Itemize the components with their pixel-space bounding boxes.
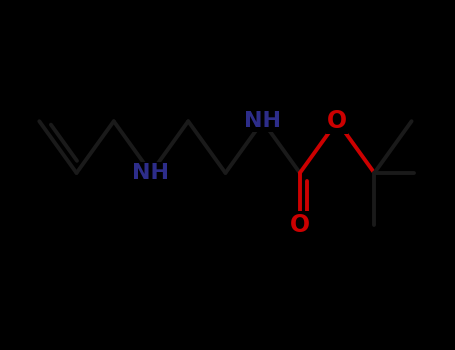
Text: NH: NH [244, 111, 281, 131]
Text: O: O [290, 213, 310, 237]
Text: O: O [327, 109, 347, 133]
Text: NH: NH [132, 163, 169, 183]
